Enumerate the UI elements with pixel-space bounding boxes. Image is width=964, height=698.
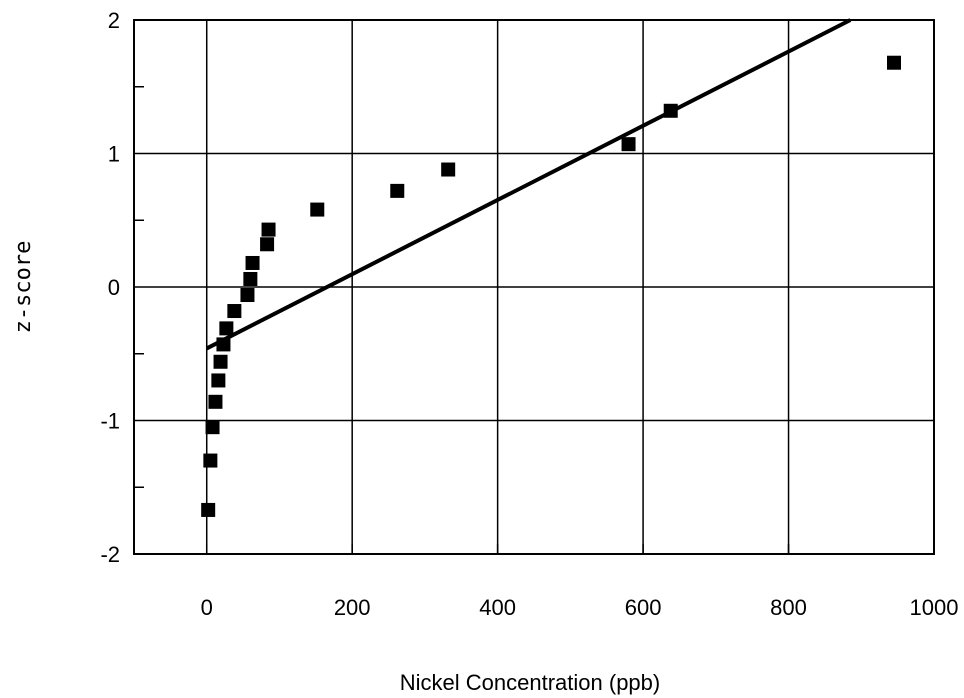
plot-frame [133,19,935,555]
data-point [621,137,636,152]
x-tick-label: 800 [770,595,807,620]
data-point [240,288,255,303]
data-point [310,202,325,217]
y-axis-title: z-score [11,241,36,334]
y-tick-labels: -2 -1 0 1 2 [100,8,120,567]
data-point [203,453,218,468]
x-tick-label: 1000 [910,595,959,620]
data-point [211,373,226,388]
data-point [213,354,228,369]
x-tick-labels: 0 200 400 600 800 1000 [201,595,959,620]
y-tick-label: 1 [108,142,120,167]
data-point [245,255,260,270]
x-tick-label: 400 [479,595,516,620]
data-point [201,502,216,517]
fit-line [205,18,852,351]
x-tick-label: 0 [201,595,213,620]
y-tick-label: 2 [108,8,120,33]
data-point [219,321,234,336]
data-point [441,162,456,177]
y-tick-label: 0 [108,275,120,300]
data-point [227,304,242,319]
data-point [260,237,275,252]
grid-lines [134,20,934,554]
data-point [208,394,223,409]
x-tick-label: 200 [334,595,371,620]
data-point [390,183,405,198]
x-axis-title: Nickel Concentration (ppb) [400,670,660,695]
y-tick-label: -2 [100,542,120,567]
x-tick-label: 600 [625,595,662,620]
data-point [887,55,901,70]
minor-ticks [134,86,790,554]
data-point [216,337,231,352]
data-point [663,103,678,118]
y-tick-label: -1 [100,409,120,434]
data-point [261,222,276,237]
data-point [205,420,220,435]
data-points [201,55,901,517]
data-point [243,271,258,286]
